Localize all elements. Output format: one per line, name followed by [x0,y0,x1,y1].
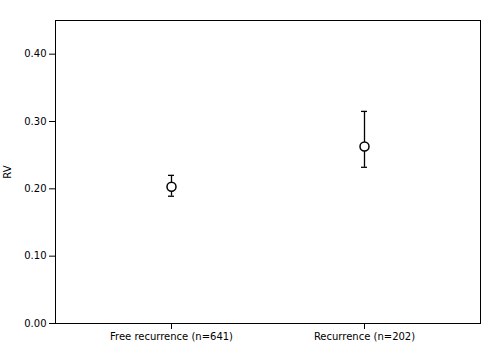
svg-text:Recurrence (n=202): Recurrence (n=202) [314,331,415,342]
svg-text:RV: RV [2,165,13,178]
svg-text:0.10: 0.10 [24,250,46,261]
svg-text:Free recurrence (n=641): Free recurrence (n=641) [110,331,233,342]
svg-text:0.30: 0.30 [24,116,46,127]
svg-text:0.20: 0.20 [24,183,46,194]
svg-text:0.00: 0.00 [24,318,46,329]
svg-text:0.40: 0.40 [24,48,46,59]
